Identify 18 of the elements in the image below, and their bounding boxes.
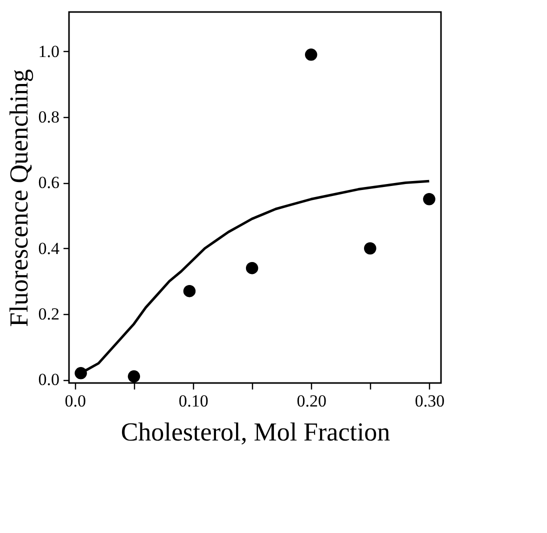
point — [423, 193, 436, 206]
point — [304, 48, 318, 61]
x-tick-label: 0.30 — [414, 392, 445, 410]
point — [246, 262, 258, 274]
y-axis-title: Fluorescence Quenching — [4, 69, 34, 327]
y-tick-label: 0.8 — [38, 108, 60, 127]
x-tick-label: 0.0 — [64, 392, 86, 410]
point — [364, 242, 376, 254]
x-axis-title: Cholesterol, Mol Fraction — [120, 418, 390, 446]
point — [183, 284, 196, 298]
point — [128, 370, 140, 383]
y-tick-label: 0.4 — [38, 238, 60, 258]
y-tick-label: 0.2 — [38, 304, 60, 324]
y-tick-label: 0.6 — [38, 173, 60, 192]
y-tick-label: 1.0 — [38, 42, 60, 61]
x-tick-label: 0.20 — [296, 392, 326, 410]
y-tick-label: 0.0 — [38, 370, 60, 390]
x-tick-label: 0.10 — [178, 392, 208, 410]
